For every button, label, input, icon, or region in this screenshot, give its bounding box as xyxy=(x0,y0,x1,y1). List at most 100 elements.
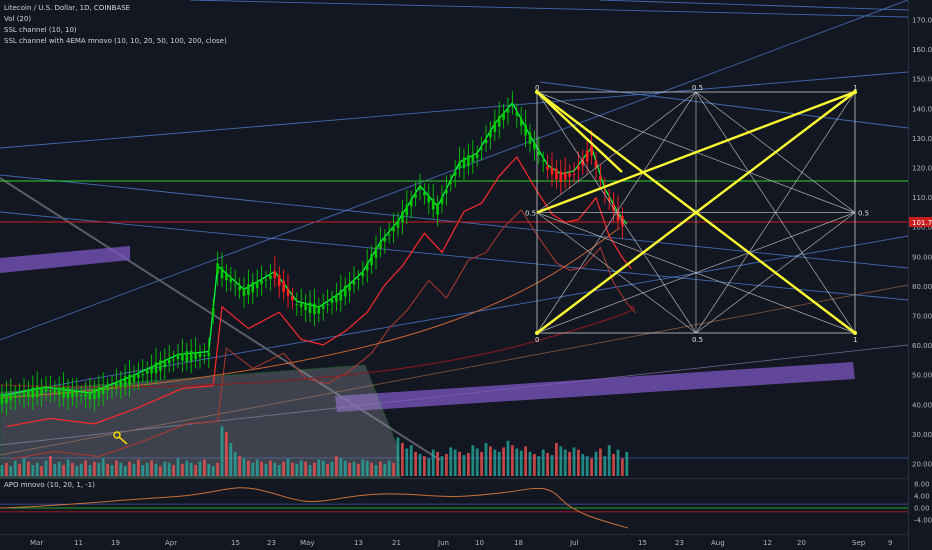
legend-vol[interactable]: Vol (20) xyxy=(4,15,32,23)
candle-body xyxy=(524,124,527,136)
volume-bar xyxy=(295,463,299,476)
volume-bar xyxy=(506,440,510,476)
volume-bar xyxy=(471,445,475,476)
candle-body xyxy=(110,387,114,389)
key-icon xyxy=(113,431,121,439)
gann-label: 1 xyxy=(853,336,857,344)
candle-body xyxy=(458,161,461,169)
volume-bar xyxy=(101,458,105,476)
volume-bar xyxy=(489,446,492,476)
fib-anchor xyxy=(853,90,857,94)
legend-symbol[interactable]: Litecoin / U.S. Dollar, 1D, COINBASE xyxy=(4,4,131,12)
price-axis-tick: 140.00 xyxy=(912,105,932,113)
highlight-band xyxy=(335,362,855,412)
price-axis-tick: 150.00 xyxy=(912,76,932,84)
volume-bar xyxy=(326,463,329,476)
candle-body xyxy=(546,166,549,170)
candle-body xyxy=(66,387,70,399)
volume-bar xyxy=(159,466,162,476)
apo-axis-tick: 8.00 xyxy=(914,481,930,489)
candle-body xyxy=(537,151,541,155)
candle-body xyxy=(264,279,268,281)
apo-line xyxy=(0,487,629,529)
time-axis-tick: May xyxy=(300,539,314,547)
time-axis-tick: 19 xyxy=(111,539,120,547)
candle-body xyxy=(299,303,303,308)
volume-bar xyxy=(172,465,175,476)
price-axis-tick: 130.00 xyxy=(912,135,932,143)
volume-bar xyxy=(229,443,233,476)
volume-bar xyxy=(233,451,237,476)
volume-bar xyxy=(66,459,70,476)
trend-line xyxy=(0,0,909,341)
volume-bar xyxy=(365,460,369,476)
ema-line-dark-red xyxy=(10,209,636,460)
candle-body xyxy=(348,283,351,291)
volume-bar xyxy=(515,448,519,476)
volume-bar xyxy=(541,449,545,476)
candle-body xyxy=(449,182,453,184)
volume-bar xyxy=(612,454,615,476)
candle-body xyxy=(35,386,39,398)
volume-bar xyxy=(590,458,593,476)
candle-body xyxy=(207,352,211,357)
volume-bar xyxy=(383,463,387,476)
candle-body xyxy=(273,271,277,279)
volume-bar xyxy=(123,466,127,476)
volume-bar xyxy=(599,448,602,476)
volume-bar xyxy=(594,451,598,476)
time-axis-tick: 20 xyxy=(797,539,806,547)
trend-line xyxy=(0,71,909,149)
time-axis-tick: Aug xyxy=(711,539,725,547)
candle-body xyxy=(489,130,492,138)
candle-body xyxy=(414,194,417,198)
candle-body xyxy=(387,234,391,236)
candle-body xyxy=(242,288,246,296)
candle-body xyxy=(260,280,263,284)
volume-bar xyxy=(40,466,43,476)
candle-body xyxy=(269,275,272,279)
candle-body xyxy=(225,272,228,281)
candle-body xyxy=(282,281,285,292)
candle-body xyxy=(5,392,8,404)
time-axis-tick: Apr xyxy=(165,539,177,547)
volume-bar xyxy=(427,458,431,476)
candle-body xyxy=(106,387,109,391)
candle-body xyxy=(62,387,65,398)
volume-bar xyxy=(181,463,184,476)
candle-body xyxy=(383,238,387,242)
candle-body xyxy=(247,284,250,296)
candle-body xyxy=(317,306,321,314)
candle-body xyxy=(326,304,329,306)
fib-anchor xyxy=(853,331,857,335)
candle-body xyxy=(502,112,505,120)
volume-bar xyxy=(436,451,439,476)
volume-bar xyxy=(581,454,585,476)
candle-body xyxy=(97,387,101,398)
volume-bar xyxy=(559,446,563,476)
volume-bar xyxy=(616,449,620,476)
candle-body xyxy=(590,144,593,156)
legend-ssl-ema[interactable]: SSL channel with 4EMA mnovo (10, 10, 20,… xyxy=(4,37,227,45)
trend-line xyxy=(0,211,909,301)
candle-body xyxy=(75,392,79,396)
volume-bar xyxy=(0,465,4,476)
candle-body xyxy=(0,393,4,405)
volume-bar xyxy=(317,459,321,476)
candle-body xyxy=(462,157,466,169)
trend-line xyxy=(0,174,909,269)
volume-bar xyxy=(53,463,57,476)
candle-body xyxy=(44,388,48,392)
candle-body xyxy=(361,272,365,277)
legend-ssl[interactable]: SSL channel (10, 10) xyxy=(4,26,77,34)
candle-body xyxy=(370,254,373,266)
candle-body xyxy=(141,374,145,376)
candle-body xyxy=(203,354,206,356)
volume-bar xyxy=(71,462,74,476)
candle-body xyxy=(392,227,395,232)
candle-body xyxy=(40,387,43,395)
price-axis-tick: 60.00 xyxy=(912,342,932,350)
candle-body xyxy=(154,362,158,374)
candle-body xyxy=(185,351,189,362)
